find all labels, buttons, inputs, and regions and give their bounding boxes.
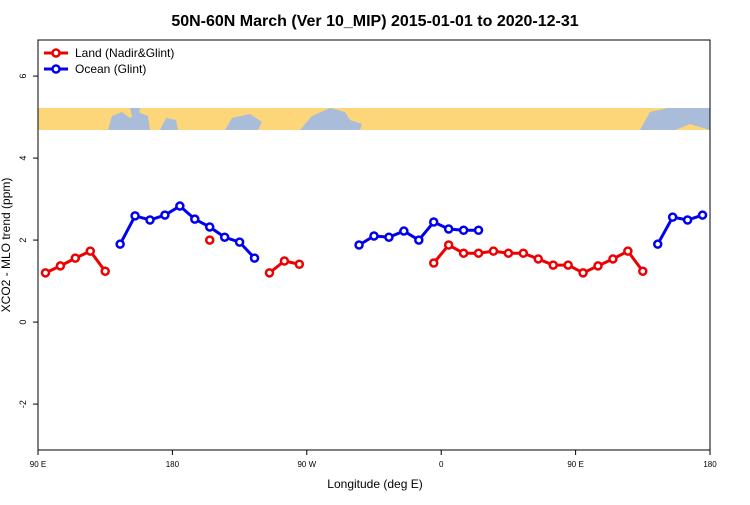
map-strip	[38, 108, 710, 130]
point	[473, 248, 484, 258]
point	[458, 248, 469, 258]
point	[369, 231, 379, 241]
point	[384, 232, 394, 242]
x-tick-label: 90 E	[30, 460, 46, 469]
point	[682, 215, 693, 225]
point	[40, 268, 51, 278]
point	[279, 256, 290, 266]
y-tick-label: -2	[18, 400, 28, 408]
legend-marker	[51, 48, 61, 58]
point	[443, 240, 454, 250]
point	[145, 215, 155, 225]
point	[518, 248, 529, 258]
series-line	[118, 204, 704, 260]
point	[488, 246, 499, 256]
point	[578, 268, 588, 278]
point	[593, 261, 603, 271]
point	[354, 240, 364, 250]
x-tick-label: 90 E	[567, 460, 583, 469]
point	[294, 259, 305, 270]
y-tick-label: 2	[18, 238, 28, 243]
point	[219, 232, 230, 242]
point	[249, 253, 260, 263]
y-axis-label: XCO2 - MLO trend (ppm)	[0, 178, 13, 313]
x-tick-label: 180	[703, 460, 717, 469]
point	[160, 210, 170, 220]
plot-frame	[37, 39, 711, 451]
point	[652, 239, 663, 249]
legend-label: Land (Nadir&Glint)	[75, 46, 174, 60]
point	[503, 248, 514, 258]
point	[70, 253, 81, 263]
point	[697, 210, 708, 220]
point	[428, 258, 439, 268]
point	[533, 254, 544, 264]
point	[608, 254, 618, 264]
point	[399, 226, 409, 236]
point	[667, 212, 678, 222]
y-tick-label: 6	[18, 74, 28, 79]
chart-title: 50N-60N March (Ver 10_MIP) 2015-01-01 to…	[171, 13, 578, 30]
point	[264, 268, 275, 278]
point	[130, 211, 140, 221]
point	[623, 246, 633, 256]
point	[85, 246, 96, 256]
x-tick-label: 0	[439, 460, 444, 469]
point	[175, 201, 185, 211]
x-axis-label: Longitude (deg E)	[327, 477, 422, 491]
y-tick-label: 4	[18, 156, 28, 161]
point	[548, 260, 558, 270]
point	[473, 225, 484, 235]
legend-label: Ocean (Glint)	[75, 62, 146, 76]
point	[190, 214, 200, 224]
point	[414, 235, 424, 245]
x-tick-label: 90 W	[297, 460, 316, 469]
point	[204, 222, 215, 232]
point	[428, 217, 439, 227]
point	[234, 237, 245, 247]
point	[638, 266, 648, 276]
point	[458, 225, 469, 235]
y-tick-label: 0	[18, 320, 28, 325]
x-tick-label: 180	[166, 460, 180, 469]
point	[204, 235, 215, 245]
point	[100, 266, 110, 276]
point	[443, 224, 454, 234]
point	[563, 260, 573, 270]
legend-marker	[51, 64, 61, 74]
point	[55, 261, 66, 271]
point	[115, 239, 125, 249]
